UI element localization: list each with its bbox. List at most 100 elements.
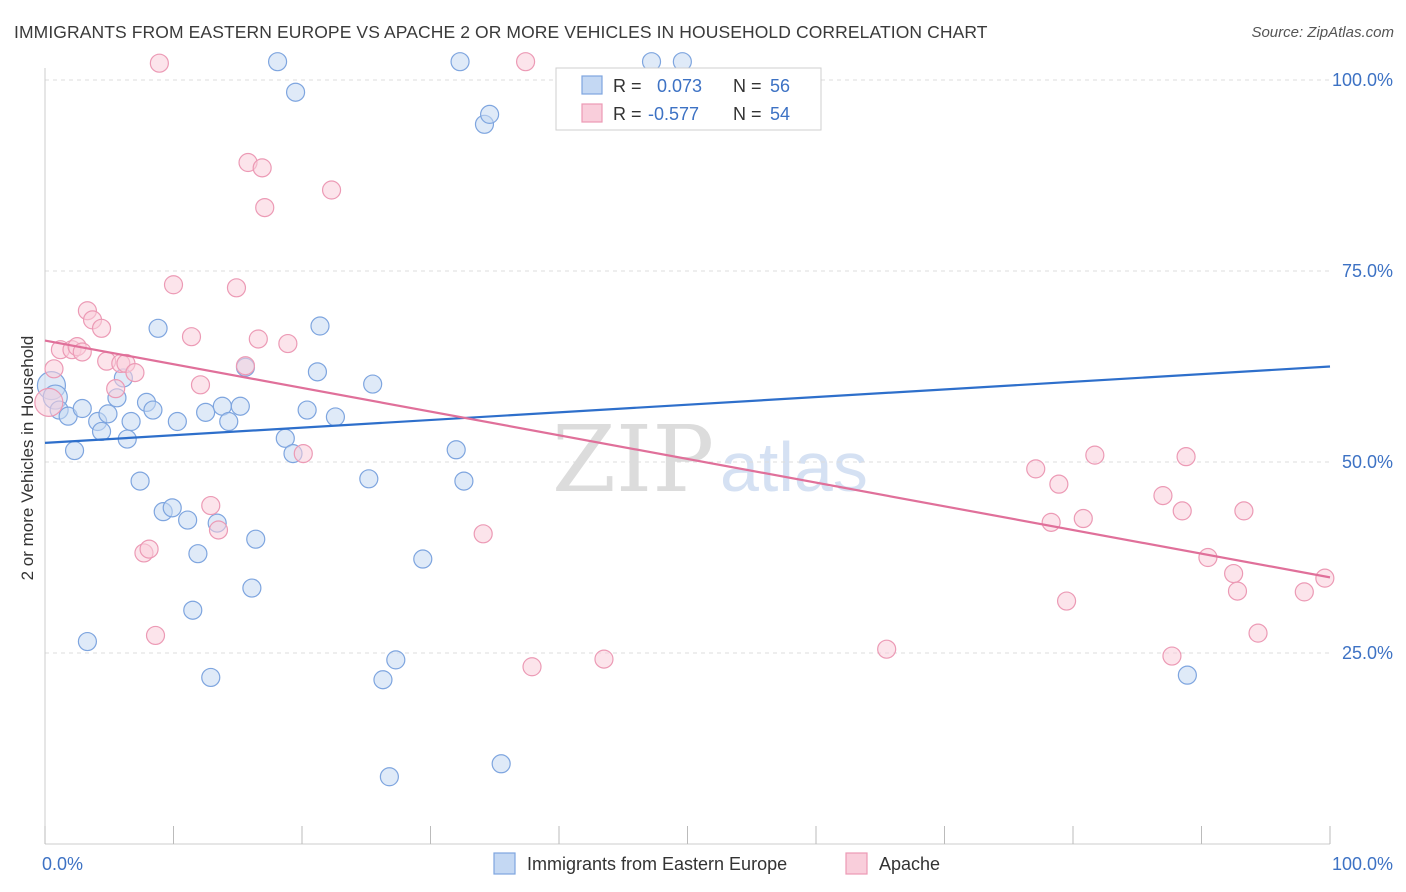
scatter-point-pink [1026,459,1046,479]
scatter-point-blue [373,670,393,690]
scatter-point-pink [149,53,169,73]
scatter-point-blue [285,82,306,102]
scatter-point-blue [91,421,112,442]
scatter-point-blue [143,400,163,420]
legend-pink-swatch [845,852,868,875]
scatter-point-pink [594,649,614,669]
scatter-point-pink [145,625,166,646]
scatter-point-pink [235,356,256,376]
scatter-point-blue [379,767,399,787]
trend-lines [44,339,1331,579]
scatter-point-blue [121,411,141,432]
legend: Immigrants from Eastern Europe Apache [493,852,940,875]
scatter-point-blue [450,52,470,72]
scatter-point-pink [34,387,64,418]
scatter-point-pink [252,158,272,178]
scatter-point-pink [278,333,298,354]
scatter-point-blue [359,469,379,489]
legend-label-eastern-europe: Immigrants from Eastern Europe [527,854,787,874]
scatter-point-blue [130,471,150,491]
scatter-point-pink [226,278,247,298]
scatter-point-blue [230,396,250,416]
scatter-point-blue [413,549,433,569]
scatter-point-blue [219,411,239,432]
scatter-point-blue [386,650,406,670]
scatter-point-pink [1248,623,1268,643]
scatter-point-blue [98,404,118,424]
scatter-point-pink [473,524,493,544]
scatter-point-pink [1049,474,1069,494]
scatter-point-pink [1073,508,1093,529]
stats-pink-r-label: R = [613,104,642,124]
stats-blue-n-label: N = [733,76,762,96]
scatter-point-pink [1198,547,1218,568]
trend-line-pink [44,339,1331,579]
scatter-point-pink [293,443,313,464]
scatter-point-pink [515,52,536,72]
scatter-point-blue [363,374,383,394]
scatter-point-blue [246,529,266,549]
scatter-point-blue [77,631,98,652]
scatter-point-pink [1162,646,1182,666]
scatter-point-pink [1227,581,1248,601]
scatter-point-pink [181,327,202,347]
y-tick-label: 50.0% [1342,452,1393,472]
scatter-point-pink [163,275,184,295]
x-tick-labels: 0.0% 100.0% [42,854,1393,874]
stats-blue-n-value: 56 [770,76,790,96]
scatter-point-pink [44,359,64,379]
scatter-point-pink [1085,445,1105,465]
stats-blue-swatch [581,75,603,95]
scatter-point-blue [188,544,208,564]
scatter-point-pink [1041,512,1061,532]
scatter-point-blue [267,52,288,72]
scatter-point-pink [91,318,112,338]
watermark-atlas: atlas [720,428,868,506]
scatter-point-pink [1172,501,1192,521]
scatter-point-pink [321,180,342,200]
trend-line-blue [44,365,1331,444]
scatter-point-pink [255,197,275,218]
axes [44,68,1331,845]
scatter-point-pink [1153,486,1173,506]
scatter-point-blue [178,510,198,530]
chart-title: IMMIGRANTS FROM EASTERN EUROPE VS APACHE… [14,22,988,42]
x-tick-label-max: 100.0% [1332,854,1393,874]
y-tick-label: 100.0% [1332,70,1393,90]
stats-pink-n-value: 54 [770,104,790,124]
scatter-point-blue [1177,665,1197,685]
scatter-point-pink [190,375,211,395]
scatter-point-blue [162,498,182,518]
stats-pink-swatch [581,103,603,123]
scatter-point-blue [454,471,474,491]
scatter-point-blue [325,407,346,427]
scatter-point-pink [877,639,897,659]
y-tick-labels: 25.0% 50.0% 75.0% 100.0% [1332,70,1393,663]
scatter-point-pink [201,495,221,516]
y-tick-label: 75.0% [1342,261,1393,281]
scatter-point-blue [446,440,466,460]
y-axis-title: 2 or more Vehicles in Household [18,336,37,581]
scatter-point-pink [1224,563,1244,584]
scatter-point-pink [1294,582,1314,602]
scatter-point-blue [310,316,330,336]
series-pink-points [34,52,1335,677]
stats-box: R = 0.073 N = 56 R = -0.577 N = 54 [555,67,822,131]
scatter-point-pink [522,657,542,677]
scatter-point-blue [148,318,168,338]
scatter-point-blue [201,667,221,688]
scatter-point-pink [1234,501,1254,521]
scatter-point-blue [167,411,187,432]
stats-blue-r-value: 0.073 [657,76,702,96]
scatter-point-pink [1315,568,1335,588]
x-tick-label-min: 0.0% [42,854,83,874]
scatter-point-blue [196,402,216,422]
scatter-point-pink [248,329,268,349]
stats-pink-n-label: N = [733,104,762,124]
scatter-point-blue [183,600,203,620]
stats-pink-r-value: -0.577 [648,104,699,124]
legend-label-apache: Apache [879,854,940,874]
scatter-point-pink [1056,591,1077,611]
scatter-point-blue [491,754,511,774]
